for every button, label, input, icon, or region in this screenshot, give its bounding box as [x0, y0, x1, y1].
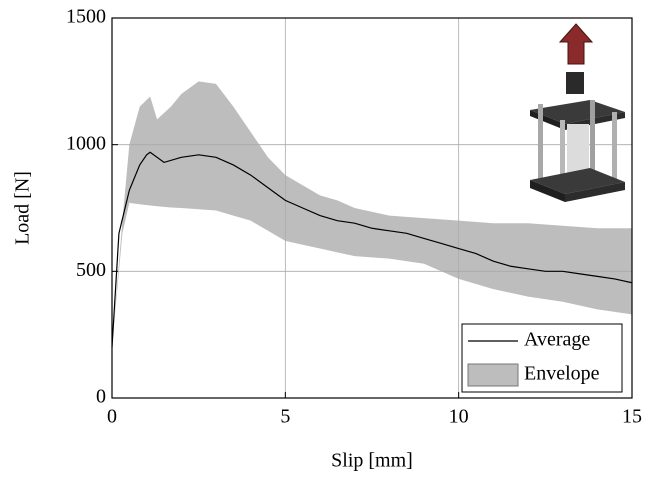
base-plate	[530, 168, 625, 194]
legend-label: Envelope	[524, 363, 600, 385]
plot-area: 0 5 10 15 0 500 1000 1500 Average Envelope	[66, 6, 642, 428]
rod	[612, 112, 617, 184]
x-axis-label: Slip [mm]	[331, 450, 413, 472]
arrow-icon	[558, 23, 594, 65]
y-tick-label: 1000	[66, 132, 106, 154]
base-side	[530, 180, 565, 202]
y-axis-label: Load [N]	[12, 171, 34, 245]
legend-label: Average	[524, 329, 590, 351]
rod	[560, 120, 565, 192]
y-tick-label: 0	[96, 386, 106, 408]
base-front	[565, 182, 625, 202]
specimen-block	[566, 72, 584, 94]
rod	[538, 104, 543, 182]
axes-frame	[111, 17, 633, 399]
x-tick-label: 0	[107, 406, 117, 428]
x-tick-label: 10	[449, 406, 469, 428]
x-tick-label: 5	[280, 406, 290, 428]
envelope-area	[112, 81, 632, 348]
y-tick-label: 1500	[66, 6, 106, 28]
rod	[590, 100, 595, 170]
inset-apparatus	[530, 23, 625, 202]
average-line	[111, 151, 633, 348]
top-plate	[530, 100, 625, 124]
y-tick-label: 500	[76, 259, 106, 281]
legend-swatch	[467, 363, 519, 387]
cylinder	[567, 124, 589, 174]
x-tick-label: 15	[622, 406, 642, 428]
